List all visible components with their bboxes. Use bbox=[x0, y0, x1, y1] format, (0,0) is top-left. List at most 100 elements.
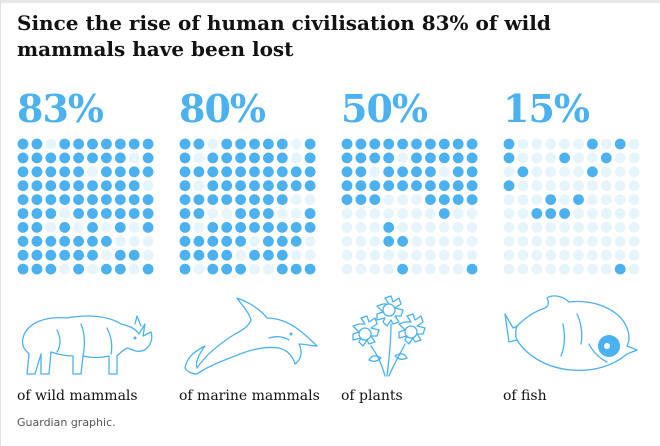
waffle-dot-empty bbox=[545, 235, 557, 247]
waffle-dot-filled bbox=[101, 235, 112, 247]
waffle-dot-filled bbox=[304, 152, 316, 164]
waffle-dot-filled bbox=[179, 138, 191, 150]
waffle-dot-empty bbox=[128, 263, 140, 275]
waffle-dot-empty bbox=[517, 222, 529, 233]
waffle-dot-filled bbox=[59, 152, 71, 164]
waffle-dot-filled bbox=[383, 222, 395, 233]
waffle-dot-filled bbox=[31, 166, 43, 178]
waffle-dot-filled bbox=[411, 152, 422, 164]
waffle-dot-empty bbox=[128, 235, 140, 247]
waffle-dot-empty bbox=[573, 208, 584, 219]
waffle-dot-filled bbox=[59, 222, 71, 233]
waffle-dot-empty bbox=[628, 166, 640, 178]
waffle-dot-filled bbox=[45, 249, 57, 261]
waffle-dot-filled bbox=[142, 222, 154, 233]
waffle-dot-filled bbox=[397, 263, 408, 275]
waffle-dot-filled bbox=[383, 235, 395, 247]
waffle-dot-filled bbox=[193, 249, 205, 261]
waffle-dot-empty bbox=[101, 249, 112, 261]
waffle-dot-empty bbox=[531, 194, 543, 205]
waffle-dot-filled bbox=[17, 263, 29, 275]
waffle-dot-empty bbox=[531, 235, 543, 247]
waffle-dot-filled bbox=[600, 152, 612, 164]
waffle-dot-filled bbox=[221, 222, 233, 233]
waffle-dot-filled bbox=[545, 194, 557, 205]
waffle-dot-filled bbox=[355, 180, 367, 192]
waffle-dot-filled bbox=[355, 194, 367, 205]
waffle-dot-filled bbox=[369, 152, 381, 164]
waffle-dot-filled bbox=[276, 222, 288, 233]
waffle-dot-empty bbox=[628, 235, 640, 247]
waffle-dot-filled bbox=[614, 263, 626, 275]
waffle-dot-filled bbox=[517, 166, 529, 178]
waffle-dot-filled bbox=[73, 166, 84, 178]
dolphin-icon bbox=[184, 297, 318, 375]
waffle-dot-empty bbox=[452, 235, 464, 247]
waffle-dot-empty bbox=[531, 152, 543, 164]
waffle-dot-filled bbox=[31, 208, 43, 219]
waffle-dot-filled bbox=[249, 152, 260, 164]
waffle-dot-filled bbox=[17, 152, 29, 164]
panel-fish: 15% of fish bbox=[503, 86, 653, 416]
waffle-dot-empty bbox=[600, 263, 612, 275]
waffle-dot-empty bbox=[559, 235, 570, 247]
waffle-dot-filled bbox=[383, 180, 395, 192]
waffle-dot-filled bbox=[87, 222, 98, 233]
waffle-dot-empty bbox=[383, 249, 395, 261]
waffle-dot-filled bbox=[249, 180, 260, 192]
waffle-dot-empty bbox=[614, 208, 626, 219]
waffle-dot-filled bbox=[142, 208, 154, 219]
waffle-dot-filled bbox=[207, 166, 219, 178]
waffle-dot-filled bbox=[235, 138, 246, 150]
waffle-dot-filled bbox=[179, 208, 191, 219]
waffle-dot-filled bbox=[383, 138, 395, 150]
waffle-dot-empty bbox=[290, 249, 302, 261]
waffle-dot-empty bbox=[221, 208, 233, 219]
waffle-dot-filled bbox=[31, 138, 43, 150]
waffle-dot-filled bbox=[31, 222, 43, 233]
waffle-dot-filled bbox=[263, 138, 274, 150]
waffle-dot-empty bbox=[614, 166, 626, 178]
waffle-dot-filled bbox=[179, 180, 191, 192]
waffle-dot-empty bbox=[545, 152, 557, 164]
waffle-dot-empty bbox=[517, 152, 529, 164]
waffle-dot-empty bbox=[573, 249, 584, 261]
waffle-grid bbox=[503, 138, 640, 275]
waffle-dot-filled bbox=[249, 194, 260, 205]
waffle-dot-filled bbox=[249, 138, 260, 150]
waffle-dot-empty bbox=[411, 235, 422, 247]
waffle-dot-filled bbox=[369, 138, 381, 150]
waffle-dot-empty bbox=[193, 180, 205, 192]
waffle-dot-filled bbox=[452, 152, 464, 164]
waffle-dot-empty bbox=[142, 180, 154, 192]
waffle-dot-empty bbox=[573, 263, 584, 275]
waffle-dot-filled bbox=[263, 235, 274, 247]
waffle-dot-filled bbox=[142, 152, 154, 164]
waffle-dot-empty bbox=[45, 138, 57, 150]
waffle-dot-filled bbox=[452, 194, 464, 205]
waffle-dot-empty bbox=[517, 138, 529, 150]
waffle-dot-filled bbox=[263, 152, 274, 164]
waffle-dot-filled bbox=[438, 180, 450, 192]
waffle-dot-filled bbox=[290, 263, 302, 275]
waffle-dot-filled bbox=[17, 194, 29, 205]
waffle-dot-empty bbox=[45, 222, 57, 233]
waffle-dot-empty bbox=[587, 222, 598, 233]
waffle-dot-empty bbox=[503, 194, 515, 205]
waffle-dot-empty bbox=[397, 249, 408, 261]
waffle-dot-filled bbox=[573, 194, 584, 205]
waffle-dot-empty bbox=[249, 235, 260, 247]
waffle-dot-empty bbox=[587, 180, 598, 192]
waffle-dot-empty bbox=[573, 152, 584, 164]
waffle-dot-empty bbox=[425, 208, 436, 219]
waffle-dot-filled bbox=[290, 180, 302, 192]
waffle-dot-empty bbox=[304, 249, 316, 261]
waffle-dot-empty bbox=[517, 249, 529, 261]
waffle-dot-empty bbox=[517, 235, 529, 247]
waffle-dot-filled bbox=[114, 249, 126, 261]
waffle-dot-empty bbox=[466, 249, 478, 261]
waffle-dot-empty bbox=[600, 166, 612, 178]
waffle-dot-filled bbox=[179, 194, 191, 205]
waffle-dot-filled bbox=[128, 180, 140, 192]
waffle-dot-filled bbox=[369, 180, 381, 192]
